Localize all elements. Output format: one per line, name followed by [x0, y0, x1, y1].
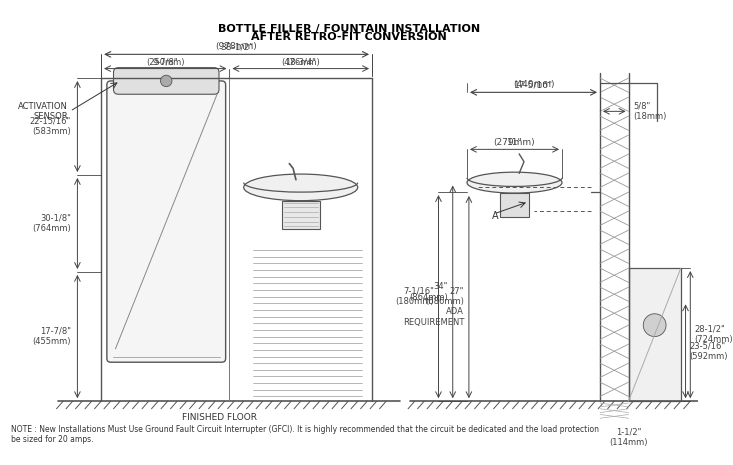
Text: A: A	[492, 211, 499, 221]
Text: NOTE : New Installations Must Use Ground Fault Circuit Interrupter (GFCI). It is: NOTE : New Installations Must Use Ground…	[11, 425, 599, 445]
Text: 23-5/16"
(592mm): 23-5/16" (592mm)	[689, 342, 728, 361]
Text: (476mm): (476mm)	[281, 47, 320, 66]
Text: 18-3/4": 18-3/4"	[285, 58, 316, 66]
Text: 5/8"
(18mm): 5/8" (18mm)	[633, 102, 666, 121]
Text: 7-1/16"
(180mm): 7-1/16" (180mm)	[395, 287, 434, 306]
Text: 27"
(686mm)
ADA
REQUIREMENT: 27" (686mm) ADA REQUIREMENT	[402, 286, 464, 327]
Ellipse shape	[243, 174, 358, 201]
Text: (279mm): (279mm)	[494, 127, 535, 146]
Ellipse shape	[467, 172, 562, 193]
Text: 28-1/2"
(724mm): 28-1/2" (724mm)	[694, 325, 733, 345]
Circle shape	[161, 75, 172, 86]
Text: (440mm): (440mm)	[513, 70, 554, 89]
Text: FINISHED FLOOR: FINISHED FLOOR	[183, 412, 257, 422]
Text: 30-1/8"
(764mm): 30-1/8" (764mm)	[32, 214, 71, 233]
Text: 17-7/8"
(455mm): 17-7/8" (455mm)	[32, 327, 71, 346]
Text: 34"
(864mm): 34" (864mm)	[409, 282, 448, 302]
Text: AFTER RETRO-FIT CONVERSION: AFTER RETRO-FIT CONVERSION	[251, 33, 447, 42]
Bar	[628, 268, 681, 401]
FancyBboxPatch shape	[107, 81, 226, 362]
Circle shape	[644, 314, 666, 337]
FancyBboxPatch shape	[114, 67, 219, 94]
Text: 22-15/16"
(583mm): 22-15/16" (583mm)	[29, 117, 71, 136]
Text: BOTTLE FILLER / FOUNTAIN INSTALLATION: BOTTLE FILLER / FOUNTAIN INSTALLATION	[218, 24, 480, 34]
Text: 38-1/2": 38-1/2"	[220, 42, 253, 52]
Bar	[281, 201, 320, 229]
Text: (250mm): (250mm)	[146, 47, 185, 66]
Text: 11": 11"	[507, 138, 523, 146]
Text: 9-7/8": 9-7/8"	[152, 58, 178, 66]
Text: ACTIVATION
SENSOR: ACTIVATION SENSOR	[18, 102, 68, 121]
Bar	[500, 193, 528, 217]
Text: 1-1/2"
(114mm): 1-1/2" (114mm)	[609, 428, 648, 447]
Text: (978mm): (978mm)	[216, 32, 257, 52]
Text: 17-5/16": 17-5/16"	[514, 80, 553, 89]
